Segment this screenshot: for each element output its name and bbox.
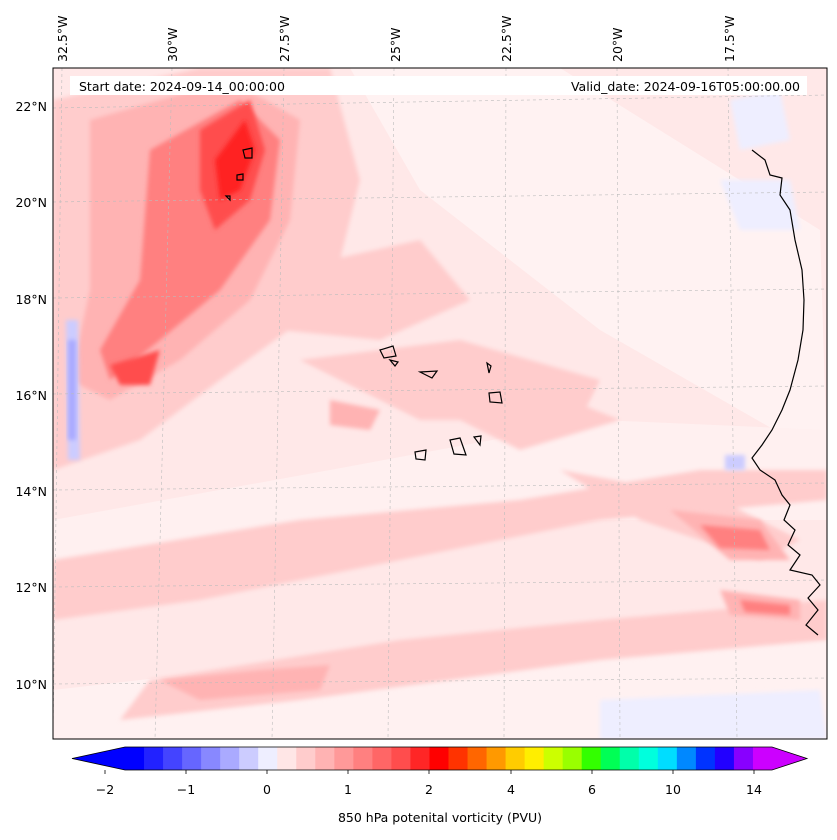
lat-label: 12°N bbox=[15, 580, 47, 595]
colorbar-tick-label: 0 bbox=[263, 782, 271, 797]
colorbar-segment bbox=[714, 747, 735, 770]
colorbar-segment bbox=[505, 747, 526, 770]
lat-labels: 22°N 20°N 18°N 16°N 14°N 12°N 10°N bbox=[15, 99, 47, 692]
header-box bbox=[70, 76, 807, 95]
valid-date-label: Valid_date: 2024-09-16T05:00:00.00 bbox=[571, 79, 800, 94]
lat-label: 22°N bbox=[15, 99, 47, 114]
colorbar-tick-label: 6 bbox=[588, 782, 596, 797]
colorbar-segment bbox=[277, 747, 297, 770]
colorbar-segment bbox=[695, 747, 716, 770]
colorbar-segment bbox=[562, 747, 583, 770]
lon-labels: 32.5°W 30°W 27.5°W 25°W 22.5°W 20°W 17.5… bbox=[55, 16, 737, 62]
colorbar-segment bbox=[182, 747, 202, 770]
colorbar-segment bbox=[524, 747, 545, 770]
colorbar-segment bbox=[676, 747, 697, 770]
colorbar-ticks: −2 −1 0 1 2 4 6 10 14 bbox=[96, 782, 762, 797]
colorbar-segment bbox=[410, 747, 430, 770]
colorbar-tick-label: 14 bbox=[746, 782, 762, 797]
colorbar-segment bbox=[752, 747, 773, 770]
colorbar-tick-label: 2 bbox=[425, 782, 433, 797]
colorbar-segment bbox=[619, 747, 640, 770]
colorbar-segment bbox=[296, 747, 316, 770]
colorbar-segment bbox=[220, 747, 240, 770]
lat-label: 16°N bbox=[15, 388, 47, 403]
start-date-label: Start date: 2024-09-14_00:00:00 bbox=[79, 79, 285, 94]
lat-label: 14°N bbox=[15, 484, 47, 499]
colorbar-tick-label: 1 bbox=[344, 782, 352, 797]
colorbar-tick-label: 4 bbox=[507, 782, 515, 797]
colorbar-segment bbox=[733, 747, 754, 770]
lon-label: 25°W bbox=[388, 27, 403, 62]
lon-label: 20°W bbox=[610, 27, 625, 62]
colorbar-segment bbox=[163, 747, 183, 770]
colorbar-outline bbox=[71, 746, 809, 771]
lon-label: 17.5°W bbox=[722, 16, 737, 62]
colorbar bbox=[71, 746, 809, 774]
colorbar-over-arrow bbox=[772, 747, 807, 770]
colorbar-segment bbox=[581, 747, 602, 770]
lat-label: 20°N bbox=[15, 195, 47, 210]
colorbar-tick-label: 10 bbox=[665, 782, 681, 797]
lat-label: 18°N bbox=[15, 292, 47, 307]
coastline bbox=[224, 147, 821, 636]
colorbar-segment bbox=[429, 747, 449, 770]
colorbar-segment bbox=[600, 747, 621, 770]
colorbar-segment bbox=[467, 747, 488, 770]
colorbar-tick-label: −1 bbox=[177, 782, 195, 797]
colorbar-segment bbox=[448, 747, 469, 770]
pv-field bbox=[53, 68, 827, 739]
lon-label: 32.5°W bbox=[55, 16, 70, 62]
colorbar-segment bbox=[486, 747, 507, 770]
map-frame bbox=[52, 67, 828, 740]
colorbar-segment bbox=[543, 747, 564, 770]
colorbar-segment bbox=[334, 747, 354, 770]
colorbar-segment bbox=[239, 747, 259, 770]
colorbar-label: 850 hPa potenital vorticity (PVU) bbox=[338, 810, 542, 825]
colorbar-segment bbox=[372, 747, 392, 770]
colorbar-segment bbox=[125, 747, 145, 770]
colorbar-segment bbox=[657, 747, 678, 770]
lon-label: 27.5°W bbox=[277, 16, 292, 62]
colorbar-segment bbox=[353, 747, 373, 770]
colorbar-tick-label: −2 bbox=[96, 782, 114, 797]
colorbar-segment bbox=[638, 747, 659, 770]
lat-label: 10°N bbox=[15, 677, 47, 692]
lon-label: 30°W bbox=[165, 27, 180, 62]
colorbar-segment bbox=[315, 747, 335, 770]
colorbar-segment bbox=[144, 747, 164, 770]
lon-label: 22.5°W bbox=[499, 16, 514, 62]
colorbar-under-arrow bbox=[72, 747, 125, 770]
colorbar-segment bbox=[258, 747, 278, 770]
colorbar-segment bbox=[201, 747, 221, 770]
colorbar-segment bbox=[391, 747, 411, 770]
